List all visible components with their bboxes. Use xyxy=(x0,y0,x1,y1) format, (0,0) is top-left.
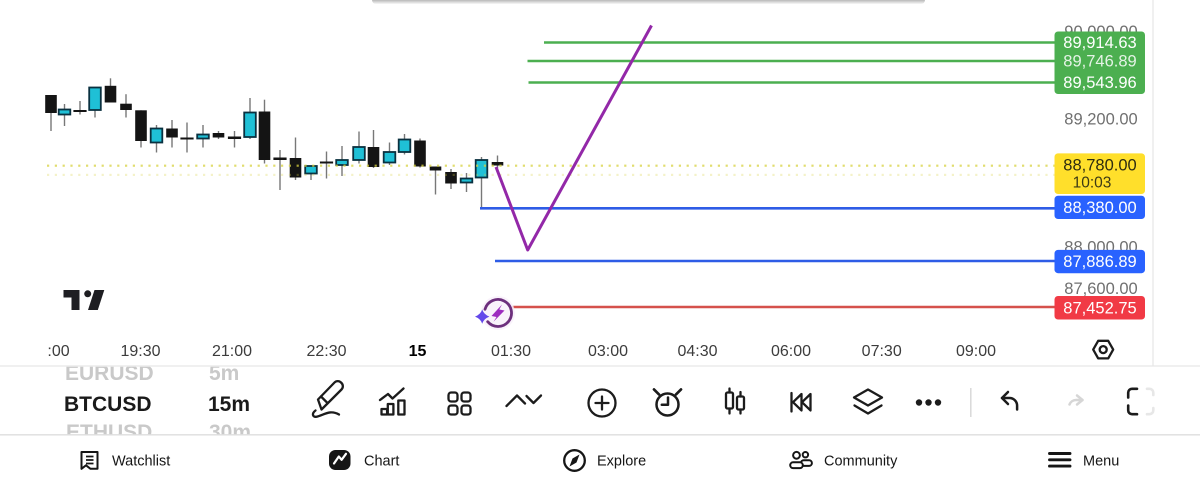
svg-text:87,452.75: 87,452.75 xyxy=(1063,299,1136,317)
svg-text:Explore: Explore xyxy=(597,454,646,470)
svg-text:10:03: 10:03 xyxy=(1073,174,1112,191)
svg-text:06:00: 06:00 xyxy=(771,343,811,360)
svg-text:5m: 5m xyxy=(209,362,239,385)
svg-text:Chart: Chart xyxy=(364,454,399,470)
svg-text:BTCUSD: BTCUSD xyxy=(64,393,152,416)
svg-text:ETHUSD: ETHUSD xyxy=(66,421,152,444)
svg-text:04:30: 04:30 xyxy=(677,343,717,360)
svg-text:03:00: 03:00 xyxy=(588,343,628,360)
svg-text:87,600.00: 87,600.00 xyxy=(1064,280,1137,298)
svg-text:87,886.89: 87,886.89 xyxy=(1063,253,1136,271)
svg-text:EURUSD: EURUSD xyxy=(65,362,154,385)
svg-text:30m: 30m xyxy=(209,421,251,444)
svg-text:15m: 15m xyxy=(208,393,250,416)
svg-text:19:30: 19:30 xyxy=(120,343,160,360)
svg-text:89,746.89: 89,746.89 xyxy=(1063,52,1136,70)
svg-text:Watchlist: Watchlist xyxy=(112,454,170,470)
svg-text:21:00: 21:00 xyxy=(212,343,252,360)
svg-text:88,780.00: 88,780.00 xyxy=(1063,156,1136,174)
svg-text:88,380.00: 88,380.00 xyxy=(1063,199,1136,217)
svg-text:15: 15 xyxy=(409,343,427,360)
svg-text:89,200.00: 89,200.00 xyxy=(1064,111,1137,129)
svg-text:07:30: 07:30 xyxy=(862,343,902,360)
svg-text:01:30: 01:30 xyxy=(491,343,531,360)
svg-text:09:00: 09:00 xyxy=(956,343,996,360)
svg-text:22:30: 22:30 xyxy=(306,343,346,360)
svg-text:Community: Community xyxy=(824,454,898,470)
svg-text:Menu: Menu xyxy=(1083,454,1119,470)
svg-text:89,543.96: 89,543.96 xyxy=(1063,74,1136,92)
svg-text:89,914.63: 89,914.63 xyxy=(1063,34,1136,52)
svg-text::00: :00 xyxy=(47,343,69,360)
